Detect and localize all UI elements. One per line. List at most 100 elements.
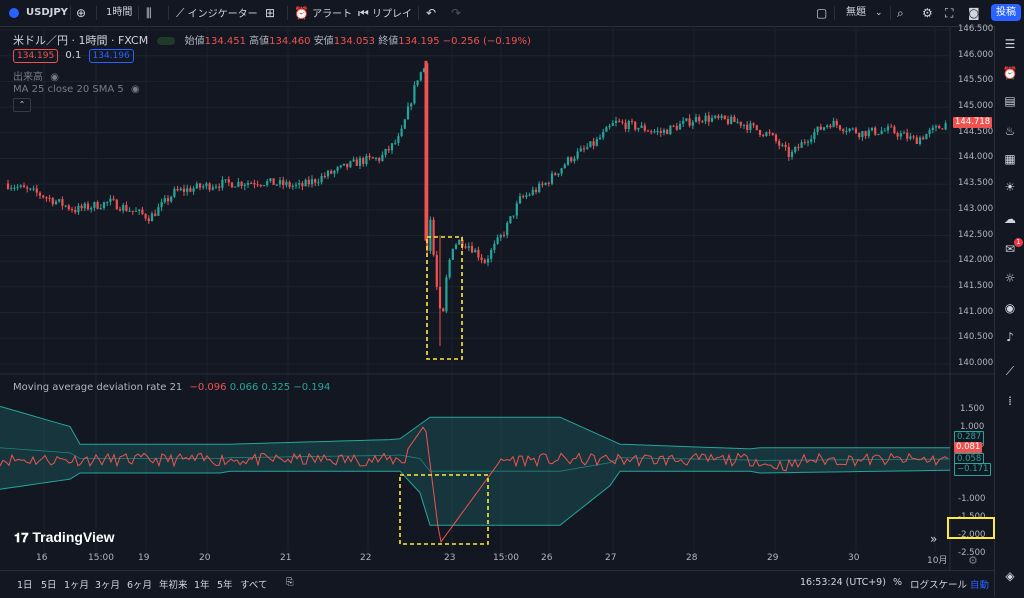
candle-body xyxy=(157,207,160,216)
interval-button[interactable]: 1時間 xyxy=(106,7,133,18)
range-button[interactable]: 5日 xyxy=(41,580,57,591)
candle-body xyxy=(186,188,189,192)
indicators-button[interactable]: ⟋ インジケーター xyxy=(176,4,258,22)
chart-area[interactable] xyxy=(0,26,994,570)
undo-icon[interactable]: ↶ xyxy=(426,6,437,20)
volume-legend[interactable]: 出来高 ◉ xyxy=(13,68,59,83)
price-tick: 143.500 xyxy=(958,178,994,189)
candle-body xyxy=(221,179,224,188)
broadcast-icon[interactable]: ◉ xyxy=(1004,301,1016,315)
chart-type-icon[interactable]: ⫼ xyxy=(146,6,152,20)
candle-body xyxy=(630,120,634,122)
hotlist-flame-icon[interactable]: ♨ xyxy=(1004,124,1016,138)
divider xyxy=(890,6,891,20)
layout-icon[interactable]: ▢ xyxy=(816,6,828,20)
ideas-bulb-icon[interactable]: ☀ xyxy=(1004,180,1016,194)
candle-body xyxy=(19,185,22,187)
candle-body xyxy=(218,186,221,188)
redo-icon[interactable]: ↷ xyxy=(451,6,462,20)
indicators-label: インジケーター xyxy=(187,9,258,20)
candle-body xyxy=(790,151,794,158)
range-button[interactable]: 5年 xyxy=(217,580,233,591)
time-axis[interactable]: 16 15:00 19 20 21 22 23 15:00 26 27 28 29 30 10月 xyxy=(0,552,950,568)
chat-cloud-icon[interactable]: ☁ xyxy=(1004,212,1016,226)
range-button[interactable]: 年初来 xyxy=(159,580,188,591)
candle-body xyxy=(278,180,282,185)
auto-scale-toggle[interactable]: 自動 xyxy=(970,580,990,591)
log-scale-toggle[interactable]: ログスケール xyxy=(910,580,968,591)
range-button[interactable]: すべて xyxy=(240,580,268,591)
candle-body xyxy=(899,133,902,137)
candle-body xyxy=(339,165,342,168)
trade-buttons: 134.195 0.1 134.196 xyxy=(13,49,134,63)
watchlist-icon[interactable]: ☰ xyxy=(1004,37,1016,51)
candle-body xyxy=(122,204,125,211)
object-tree-icon[interactable]: ⁞ xyxy=(1008,394,1012,408)
search-icon[interactable]: ⌕ xyxy=(897,6,904,20)
camera-icon[interactable]: ◙ xyxy=(968,6,980,20)
candle-body xyxy=(755,125,758,131)
layout-name[interactable]: 無題 xyxy=(846,7,866,18)
symbol-search-button[interactable]: USDJPY xyxy=(6,4,68,22)
middle-band xyxy=(0,447,951,472)
templates-icon[interactable]: ⊞ xyxy=(265,6,276,20)
replay-button[interactable]: ⏮ リプレイ xyxy=(358,4,412,22)
range-button[interactable]: 1年 xyxy=(194,580,210,591)
eye-icon[interactable]: ◉ xyxy=(130,84,140,95)
alarm-clock-icon[interactable]: ⏰ xyxy=(1002,66,1018,80)
eye-icon[interactable]: ◉ xyxy=(50,72,59,83)
clock[interactable]: 16:53:24 (UTC+9) xyxy=(800,577,886,588)
candle-body xyxy=(550,173,554,184)
sell-button[interactable]: 134.195 xyxy=(13,49,59,63)
trading-panel-icon[interactable]: ⟋ xyxy=(1005,364,1015,378)
price-tick: 145.500 xyxy=(958,75,994,86)
time-tick: 30 xyxy=(848,553,860,563)
gear-icon[interactable]: ⚙ xyxy=(922,6,933,20)
candle-body xyxy=(365,155,368,165)
percent-toggle[interactable]: % xyxy=(893,577,903,588)
indicator-tick: 1.500 xyxy=(960,404,985,414)
scroll-right-icon[interactable]: » xyxy=(930,532,938,546)
fullscreen-icon[interactable]: ⛶ xyxy=(945,6,954,20)
buy-button[interactable]: 134.196 xyxy=(88,49,134,63)
collapse-legend-icon[interactable]: ⌃ xyxy=(13,98,31,112)
alert-button[interactable]: ⏰ アラート xyxy=(294,4,352,22)
candle-body xyxy=(243,184,246,187)
candle-body xyxy=(560,168,563,174)
data-window-icon[interactable]: ▤ xyxy=(1004,94,1016,108)
ma-legend[interactable]: MA 25 close 20 SMA 5 ◉ xyxy=(13,84,140,95)
date-range-icon[interactable]: ⎘ xyxy=(286,577,294,588)
candle-body xyxy=(531,189,534,195)
candle-body xyxy=(934,125,938,128)
publish-button[interactable]: 投稿 xyxy=(991,4,1021,21)
settings-gear-icon[interactable]: ⚙ xyxy=(968,554,978,567)
layers-icon[interactable]: ◈ xyxy=(1005,569,1015,583)
high-value: 134.460 xyxy=(269,36,311,47)
alert-icon: ⏰ xyxy=(294,6,309,20)
replay-label: リプレイ xyxy=(372,9,412,20)
candle-body xyxy=(333,170,336,174)
add-symbol-icon[interactable]: ⊕ xyxy=(76,6,87,20)
chevron-down-icon[interactable]: ⌄ xyxy=(875,8,883,18)
chat-icon[interactable]: ✉ xyxy=(1004,242,1016,256)
candle-body xyxy=(256,184,259,186)
candle-body xyxy=(349,161,352,168)
range-button[interactable]: 1日 xyxy=(17,580,33,591)
range-button[interactable]: 1ヶ月 xyxy=(64,580,90,591)
candle-body xyxy=(26,187,29,189)
notification-badge: 1 xyxy=(1014,238,1023,247)
ideas-stream-icon[interactable]: ☼ xyxy=(1004,271,1016,285)
range-button[interactable]: 3ヶ月 xyxy=(95,580,121,591)
candle-body xyxy=(330,170,333,174)
candle-body xyxy=(211,187,214,190)
candle-body xyxy=(93,202,96,208)
notifications-bell-icon[interactable]: ♪ xyxy=(1006,330,1014,344)
candle-body xyxy=(621,121,624,123)
price-axis[interactable]: 146.500 146.000 145.500 145.000 144.500 144.0… xyxy=(950,24,994,376)
range-button[interactable]: 6ヶ月 xyxy=(127,580,153,591)
indicator-value-2: 0.066 xyxy=(229,382,259,393)
calendar-icon[interactable]: ▦ xyxy=(1004,152,1016,166)
candle-body xyxy=(176,188,179,191)
bottom-toolbar: 1日 5日 1ヶ月 3ヶ月 6ヶ月 年初来 1年 5年 すべて ⎘ 16:53:24 (UTC+… xyxy=(0,570,994,598)
candle-body xyxy=(662,129,666,133)
